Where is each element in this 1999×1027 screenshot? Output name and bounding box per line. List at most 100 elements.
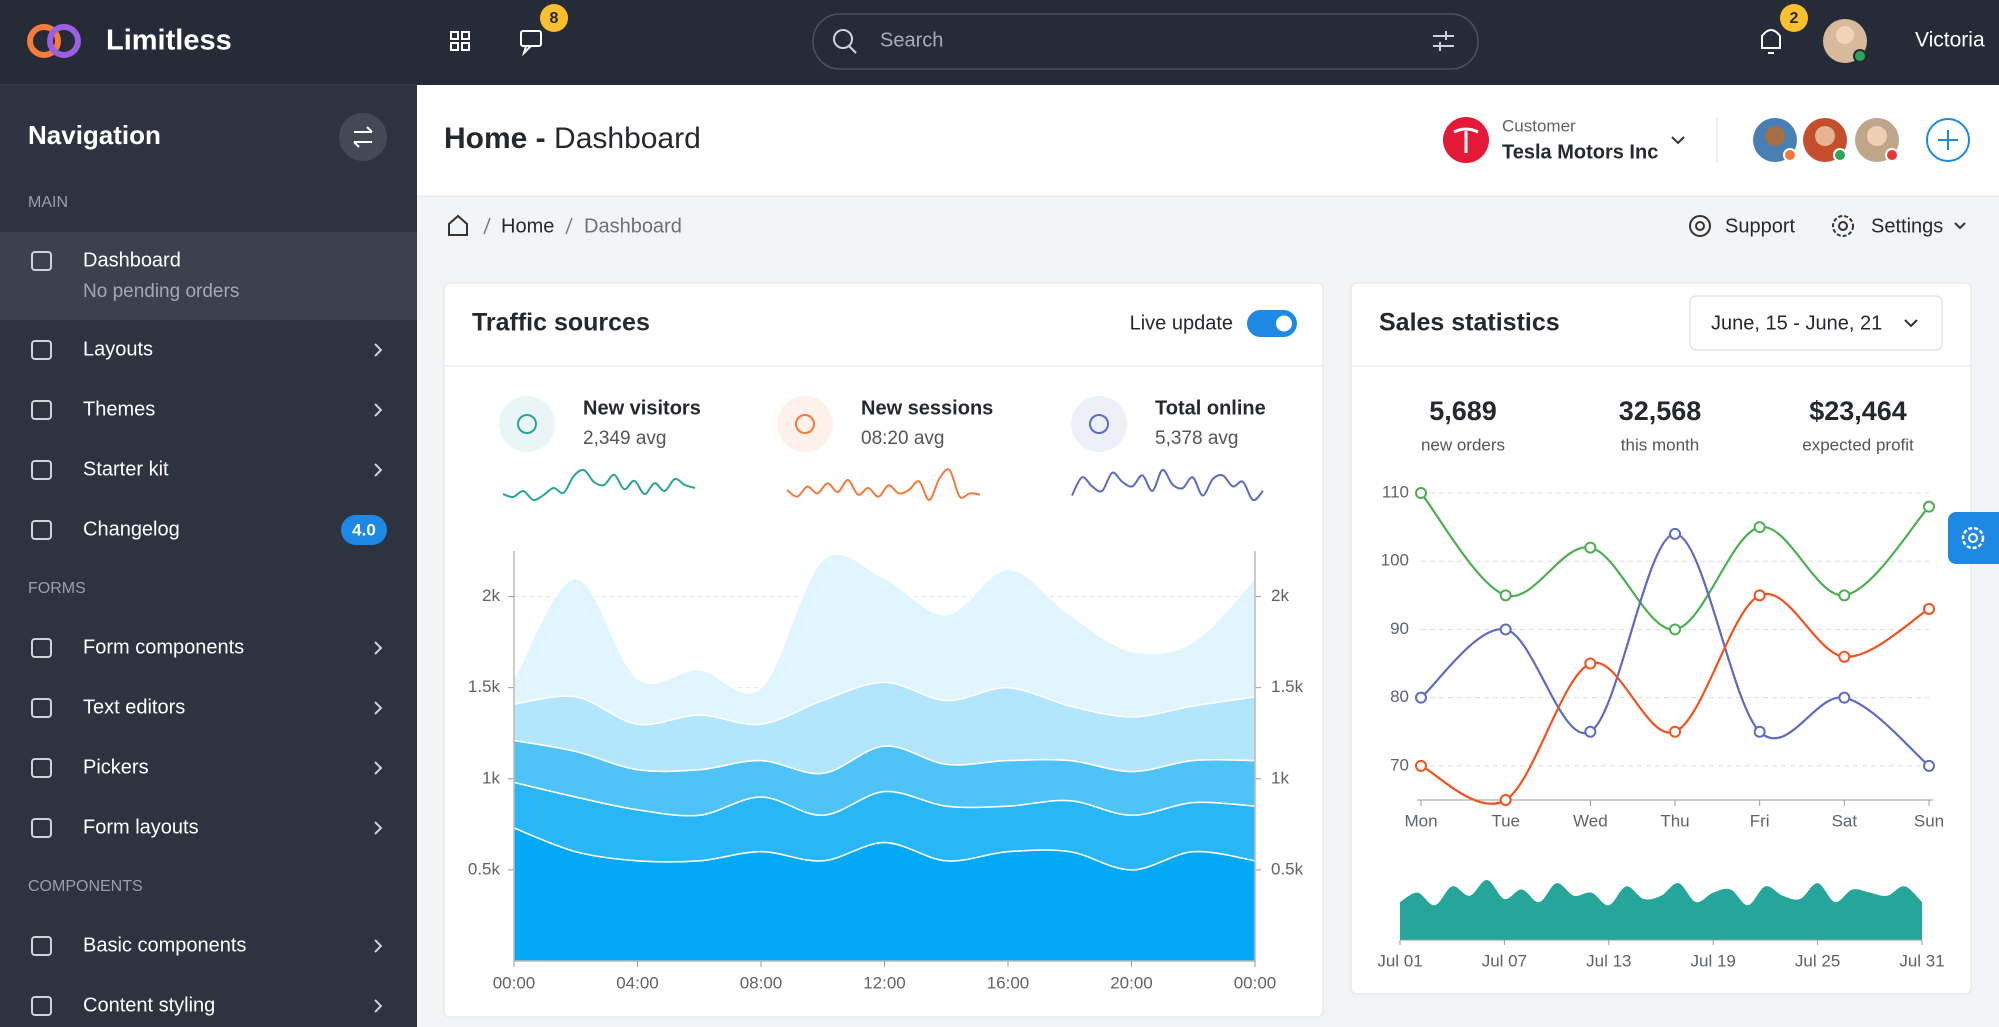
y-tick-label: 90 [1390,619,1409,638]
stat-label: New visitors [583,397,701,419]
nav-item[interactable]: Basic components [83,934,246,956]
y-tick-label: 110 [1382,482,1409,501]
toggle-knob [1276,315,1292,332]
section-label: FORMS [28,580,86,597]
notifications-badge: 2 [1790,10,1799,27]
y-tick-label: 1.5k [468,677,501,696]
point [1838,691,1851,704]
nav-badge: 4.0 [352,520,376,539]
x-tick-label: Tue [1491,811,1520,830]
point [1499,794,1512,806]
date-dropdown[interactable] [1689,295,1943,351]
point [1499,623,1512,636]
point [1753,589,1766,602]
point [1415,691,1427,704]
stat-value: 08:20 avg [861,428,944,449]
nav-item[interactable]: Form layouts [83,816,199,838]
point [1669,725,1681,738]
y-tick-label: 1k [482,768,500,787]
stat-number: 32,568 [1619,396,1702,426]
theme-settings-button[interactable] [1948,512,1999,564]
chevron [374,343,383,357]
nav-icon [31,698,52,718]
stat-number: $23,464 [1809,396,1907,426]
sparkline [1071,469,1264,502]
nav-icon [31,340,52,360]
add-button[interactable] [1926,118,1970,162]
user-name[interactable]: Victoria [1915,29,1985,52]
stat-caption: new orders [1421,435,1505,454]
breadcrumb-link[interactable]: Home [501,215,554,237]
stat-icon [517,414,537,434]
badge [341,515,387,545]
x-tick-label: 20:00 [1110,973,1153,992]
page-header [417,85,1999,196]
sidebar-toggle[interactable] [339,113,387,161]
x-tick-label: Thu [1660,811,1689,830]
nav-item[interactable]: Themes [83,398,155,420]
separator [483,217,491,235]
y-tick-label: 2k [482,586,500,605]
x-tick-label: Jul 01 [1377,951,1422,970]
nav-icon [31,251,52,271]
chevron [1954,222,1966,230]
chevron [374,939,383,953]
y2-tick-label: 1.5k [1271,677,1304,696]
nav-icon [31,520,52,540]
point [1923,759,1935,772]
nav-item[interactable]: Form components [83,636,244,658]
nav-icon [31,758,52,778]
nav-item[interactable]: Layouts [83,338,153,360]
nav-item[interactable]: Starter kit [83,458,169,480]
search-icon [848,45,857,54]
nav-item[interactable]: Dashboard [83,249,181,271]
search-placeholder: Search [880,29,943,51]
point [1669,623,1681,636]
customer-label: Customer [1502,116,1576,135]
x-tick-label: Fri [1750,811,1770,830]
chevron [374,761,383,775]
active-item[interactable] [0,232,417,320]
nav-item[interactable]: Content styling [83,994,215,1016]
nav-item[interactable]: Changelog [83,518,180,540]
x-tick-label: 16:00 [987,973,1030,992]
point [1584,541,1597,554]
search-box[interactable] [812,13,1479,70]
point [1499,589,1512,602]
filter-icon[interactable] [1433,31,1454,51]
nav-item[interactable]: Text editors [83,696,185,718]
bell-icon[interactable] [1761,29,1781,54]
x-tick-label: Sun [1914,811,1944,830]
x-tick-label: Sat [1832,811,1858,830]
chevron[interactable] [1671,136,1685,145]
nav-item[interactable]: Pickers [83,756,149,778]
sidebar-title: Navigation [28,120,161,150]
chevron [374,999,383,1013]
settings-icon [1832,215,1854,237]
separator [565,217,573,235]
support-link[interactable]: Support [1725,215,1795,237]
messages-icon[interactable] [520,30,542,57]
stat-value: 5,378 avg [1155,428,1238,449]
y2-tick-label: 0.5k [1271,859,1304,878]
team-avatars[interactable] [1753,118,1899,162]
point [1838,650,1851,663]
point [1415,487,1427,499]
page-title: Home - Dashboard [444,122,701,155]
customer-logo [1453,127,1479,153]
point [1669,527,1681,540]
section-label: MAIN [28,194,68,211]
x-tick-label: Jul 25 [1795,951,1840,970]
settings-link[interactable]: Settings [1871,215,1943,237]
nav-icon [31,400,52,420]
breadcrumb-bar [417,197,1999,256]
customer-name[interactable]: Tesla Motors Inc [1502,141,1658,163]
home-icon[interactable] [448,214,468,236]
point [1584,657,1597,670]
nav-subtitle: No pending orders [83,281,239,302]
toggle-icon [353,126,373,148]
traffic-content: New visitors 2,349 avg New sessions 08:20 a… [468,396,1304,992]
apps-icon[interactable] [450,31,470,51]
brand: Limitless [106,25,232,57]
